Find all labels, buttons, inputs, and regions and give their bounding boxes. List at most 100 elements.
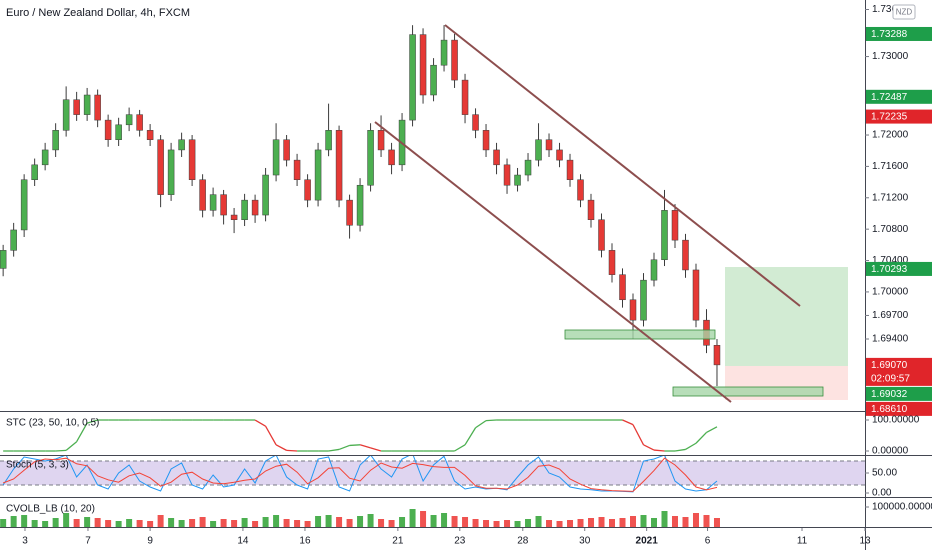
y-tick-label: 1.69700: [872, 310, 909, 321]
candle-body: [377, 130, 385, 151]
x-tick-label: 16: [299, 536, 311, 547]
volume-bar: [0, 519, 7, 527]
channel-line[interactable]: [444, 24, 801, 307]
candle-body: [650, 259, 658, 281]
volume-bar: [650, 518, 657, 527]
volume-bar: [703, 515, 710, 527]
volume-bar: [409, 509, 416, 527]
volume-bar: [304, 521, 311, 527]
volume-bar: [210, 521, 217, 527]
candle-body: [388, 149, 395, 166]
candle-body: [514, 174, 521, 186]
volume-bar: [692, 513, 699, 527]
candle-body: [188, 139, 196, 180]
volume-bar: [357, 516, 364, 527]
candle-body: [619, 274, 626, 301]
volume-bar: [525, 519, 532, 527]
candle-body: [220, 194, 227, 216]
channel-line[interactable]: [374, 121, 732, 403]
volume-bar: [598, 517, 605, 527]
candle-body: [314, 149, 322, 201]
volume-bar: [420, 511, 427, 527]
candle-body: [83, 94, 91, 115]
x-tick-label: 28: [517, 536, 529, 547]
stc-segment: [65, 441, 78, 451]
volume-bar: [546, 520, 553, 527]
volume-bar: [21, 515, 28, 527]
price-marker-label: 1.70293: [871, 264, 908, 275]
candle-body: [41, 149, 49, 166]
target-zone[interactable]: [725, 267, 848, 366]
candle-body: [713, 345, 721, 366]
volume-bar: [42, 521, 49, 527]
volume-bar: [472, 519, 479, 527]
volume-bar: [640, 515, 647, 527]
stc-segment: [695, 431, 707, 444]
volume-bar: [31, 520, 38, 527]
candle-body: [304, 179, 311, 201]
volume-bar: [630, 516, 637, 527]
candle-body: [262, 174, 269, 216]
x-tick-label: 7: [85, 536, 91, 547]
volume-bar: [105, 520, 112, 527]
volume-bar: [577, 519, 584, 527]
candle-body: [209, 194, 217, 211]
candle-body: [146, 130, 154, 140]
candle-body: [104, 119, 112, 140]
candle-body: [346, 199, 353, 226]
x-tick-label: 13: [859, 536, 871, 547]
price-marker-label: 1.72235: [871, 112, 908, 123]
support-zone[interactable]: [672, 386, 824, 397]
currency[interactable]: NZD: [896, 8, 913, 17]
candle-body: [94, 94, 101, 121]
stc-segment: [454, 444, 466, 452]
y-tick-label: 1.70400: [872, 255, 909, 266]
volume-bar: [661, 511, 668, 527]
candle-body: [629, 299, 637, 321]
candle-body: [367, 130, 374, 186]
chart-title: Euro / New Zealand Dollar, 4h, FXCM: [6, 7, 190, 19]
volume-bar: [147, 521, 154, 527]
y-tick-label: 1.73600: [872, 4, 909, 15]
volume-bar: [378, 519, 385, 527]
x-tick-label: 6: [705, 536, 711, 547]
volume-bar: [283, 519, 290, 527]
candle-body: [335, 130, 343, 201]
volume-bar: [462, 517, 469, 527]
volume-bar: [556, 521, 563, 527]
candle-body: [671, 210, 679, 241]
indicator-title: CVOLB_LB (10, 20): [6, 504, 95, 515]
candle-body: [451, 39, 458, 81]
candle-body: [419, 34, 427, 96]
currency-box[interactable]: [892, 4, 916, 20]
price-pane: [0, 25, 721, 387]
candle-body: [115, 124, 122, 140]
x-tick-label: 14: [237, 536, 249, 547]
stc-segment: [370, 447, 382, 452]
stc-segment: [349, 444, 361, 447]
volume-bar: [609, 519, 616, 527]
x-tick-label: 11: [797, 536, 808, 547]
candle-body: [356, 184, 364, 226]
candle-body: [31, 164, 38, 180]
candle-body: [535, 139, 542, 161]
y-tick-label: 0.00: [872, 488, 892, 499]
volume-bar: [262, 517, 269, 527]
candle-body: [503, 164, 511, 186]
volume-bar: [115, 521, 122, 527]
candle-body: [272, 139, 280, 176]
candle-body: [73, 99, 80, 115]
candle-body: [566, 159, 574, 180]
volume-bar: [126, 519, 133, 527]
x-tick-label: 9: [147, 536, 153, 547]
price-marker: [866, 26, 932, 41]
volume-bar: [84, 517, 91, 527]
stc-segment: [485, 419, 497, 422]
y-tick-label: 1.69400: [872, 334, 909, 345]
countdown: 02:09:57: [871, 374, 910, 385]
candle-body: [241, 199, 248, 220]
volume-bar: [52, 518, 59, 527]
price-marker: [866, 261, 932, 276]
y-tick-label: 1.71600: [872, 161, 909, 172]
